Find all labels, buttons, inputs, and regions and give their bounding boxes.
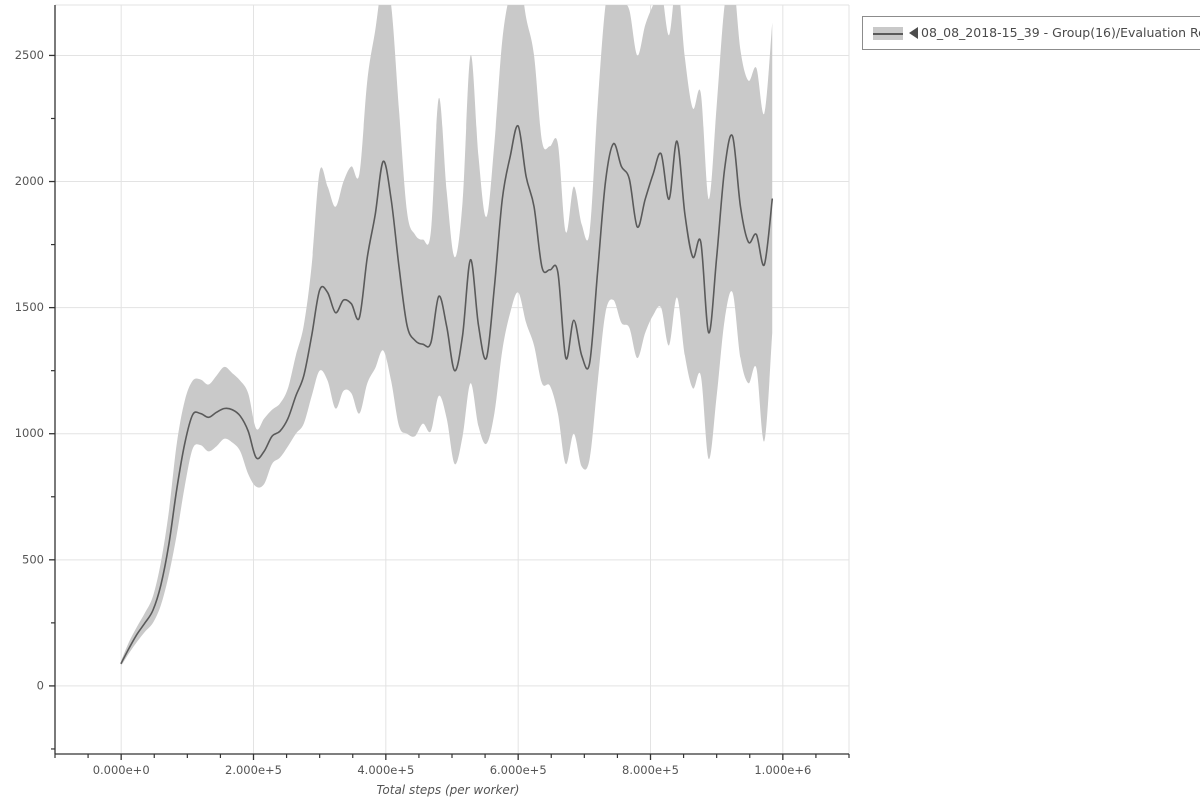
y-tick-label: 500 bbox=[22, 552, 44, 566]
grid-lines bbox=[55, 4, 850, 754]
confidence-band bbox=[121, 5, 773, 666]
axis-tick-labels: 0 500 1000 1500 2000 2500 0.000e+0 2.000e+5 4.00… bbox=[15, 48, 812, 777]
x-tick-label: 1.000e+6 bbox=[754, 763, 811, 777]
x-axis-title: Total steps (per worker) bbox=[377, 783, 520, 797]
legend[interactable]: 08_08_2018-15_39 - Group(16)/Evaluation … bbox=[862, 16, 1200, 50]
series-line bbox=[120, 125, 774, 665]
legend-swatch-icon bbox=[873, 25, 903, 41]
x-tick-label: 2.000e+5 bbox=[225, 763, 282, 777]
legend-line-swatch bbox=[873, 33, 903, 35]
x-tick-label: 0.000e+0 bbox=[93, 763, 150, 777]
x-tick-label: 8.000e+5 bbox=[622, 763, 679, 777]
left-triangle-icon bbox=[909, 27, 918, 39]
y-tick-label: 0 bbox=[37, 678, 44, 692]
y-tick-label: 2000 bbox=[15, 174, 44, 188]
x-tick-label: 4.000e+5 bbox=[357, 763, 414, 777]
legend-item-label: 08_08_2018-15_39 - Group(16)/Evaluation … bbox=[921, 24, 1200, 40]
y-tick-label: 1000 bbox=[15, 426, 44, 440]
axis-ticks bbox=[49, 54, 850, 760]
y-tick-label: 2500 bbox=[15, 48, 44, 62]
x-tick-label: 6.000e+5 bbox=[490, 763, 547, 777]
y-tick-label: 1500 bbox=[15, 300, 44, 314]
